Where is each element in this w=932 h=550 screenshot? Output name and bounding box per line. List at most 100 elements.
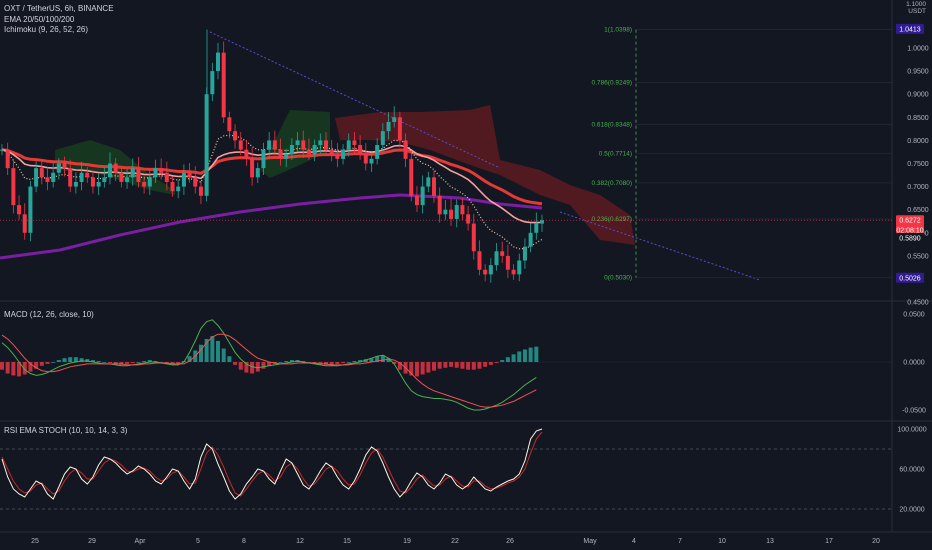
macd-histogram-bar [346,362,351,363]
price-tick-label: 0.7500 [907,161,929,168]
ema-50-line [1,144,543,224]
candle-body [483,269,488,275]
candle-body [329,149,334,155]
candle-body [443,209,448,215]
macd-histogram-bar [45,362,50,364]
macd-histogram-bar [414,362,419,377]
macd-histogram-bar [250,362,255,374]
candle-body [369,158,374,164]
candle-body [301,140,306,150]
symbol-title[interactable]: OXT / TetherUS, 6h, BINANCE [4,4,114,13]
candle-body [505,255,510,270]
candle-body [187,172,192,178]
time-tick-label: 12 [296,538,304,545]
ema-100-line [1,148,543,206]
ichimoku-cloud-bull [260,110,330,178]
ema-legend[interactable]: EMA 20/50/100/200 [4,14,75,24]
macd-histogram-bar [130,362,135,363]
candle-body [125,177,130,182]
candle-body [449,209,454,219]
macd-histogram-bar [244,362,249,373]
candle-body [85,172,90,178]
candle-body [198,186,203,196]
macd-histogram-bar [454,362,459,368]
macd-histogram-bar [210,336,215,362]
macd-histogram-bar [159,362,164,363]
candle-body [216,52,220,72]
candle-body [392,117,397,122]
candle-body [306,149,311,155]
macd-histogram-bar [39,362,44,366]
candle-body [375,145,380,159]
candle-body [318,140,323,146]
candle-body [346,140,351,150]
time-tick-label: 10 [718,538,726,545]
macd-histogram-bar [96,361,101,362]
macd-histogram-bar [136,362,141,363]
macd-histogram-bar [329,362,334,365]
candle-body [119,172,124,182]
candle-body [90,177,95,187]
fib-level-label: 0.236(0.6297) [592,216,632,223]
rsi-tick-label: 20.0000 [899,507,924,514]
candle-body [34,168,39,187]
candle-body [494,251,499,266]
macd-histogram-bar [142,361,147,362]
macd-histogram-bar [312,362,317,363]
candle-body [488,265,493,275]
price-tick-label: 1.0000 [907,46,929,53]
macd-histogram-bar [386,358,391,362]
candle-body [380,131,385,146]
macd-histogram-bar [102,362,107,363]
candle-body [102,177,107,182]
price-tick-label: 0.8500 [907,115,929,122]
macd-tick-label: -0.0500 [902,408,926,415]
macd-histogram-bar [369,358,374,362]
price-tick-label: 0.4500 [907,300,929,307]
price-badge [896,23,924,34]
ichimoku-legend[interactable]: Ichimoku (9, 26, 52, 26) [4,25,89,34]
time-tick-label: 4 [632,538,636,545]
macd-histogram-bar [397,362,402,370]
macd-legend[interactable]: MACD (12, 26, close, 10) [4,310,94,319]
macd-signal-line [1,333,537,408]
macd-histogram-bar [375,356,380,362]
candle-body [352,140,357,146]
macd-histogram-bar [22,362,27,375]
macd-histogram-bar [28,362,33,372]
rsi-tick-label: 100.0000 [897,427,926,434]
time-tick-label: 7 [678,538,682,545]
macd-histogram-bar [261,362,266,369]
time-tick-label: 17 [825,538,833,545]
macd-histogram-bar [443,362,448,368]
time-tick-label: 22 [451,538,459,545]
price-badge-label: 0.5890 [899,235,921,242]
fib-level-label: 0(0.5030) [604,275,632,282]
time-tick-label: 19 [403,538,411,545]
macd-histogram-bar [483,362,488,367]
price-badge-label: 0.6272 [899,218,921,225]
candle-body [403,140,408,159]
macd-line [1,319,537,411]
candle-body [471,223,476,252]
candle-body [51,172,56,182]
time-tick-label: 25 [31,538,39,545]
price-tick-label: 0.9000 [907,92,929,99]
macd-histogram-bar [147,360,152,362]
currency-label: 1.1000 USDT [906,1,926,15]
macd-histogram-bar [255,362,260,372]
macd-histogram-bar [466,362,471,370]
price-tick-label: 0.8000 [907,138,929,145]
macd-histogram-bar [477,362,482,369]
macd-histogram-bar [306,362,311,363]
candle-body [397,117,402,141]
price-badge-label: 0.5026 [899,275,921,282]
rsi-legend[interactable]: RSI EMA STOCH (10, 10, 14, 3, 3) [4,426,128,435]
candle-body [0,149,4,151]
candle-body [147,177,152,187]
rsi-d-line [1,431,543,497]
candle-body [335,154,340,159]
macd-histogram-bar [5,362,10,374]
main-legend: OXT / TetherUS, 6h, BINANCE EMA 20/50/10… [4,4,114,36]
